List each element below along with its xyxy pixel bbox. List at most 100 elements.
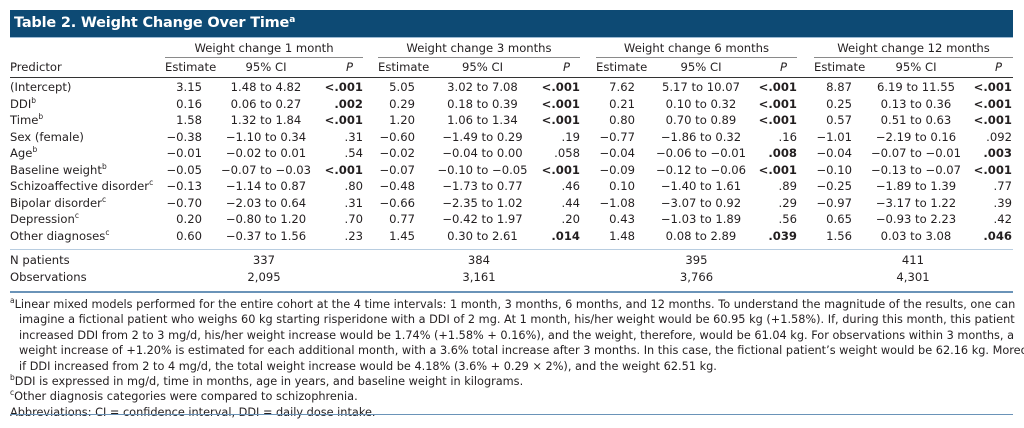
estimate-value: −0.38: [166, 129, 202, 144]
footnote-mark: b: [101, 161, 107, 171]
ci-value: 0.13 to 0.36: [880, 96, 952, 111]
footnotes-bottom-rule: [10, 414, 1013, 415]
footnote-text: increased DDI from 2 to 3 mg/d, his/her …: [19, 328, 1015, 342]
ci-value: 1.48 to 4.82: [230, 80, 302, 94]
ci-header: 95% CI: [680, 60, 722, 74]
ci-value: −0.04 to 0.00: [442, 146, 523, 160]
p-value: .80: [344, 179, 363, 193]
ci-value: 0.30 to 2.61: [447, 228, 518, 243]
gap: [580, 112, 596, 129]
ci-value: 0.10 to 0.32: [665, 96, 737, 111]
p-value: .31: [344, 195, 363, 210]
summary-value: 3,161: [462, 269, 496, 284]
gap: [580, 252, 596, 269]
estimate-value: 0.80: [609, 113, 635, 127]
footnote-text: Linear mixed models performed for the en…: [14, 298, 1016, 311]
estimate-value: −1.01: [816, 129, 852, 144]
p-value: .003: [983, 146, 1012, 160]
estimate-value: −0.04: [599, 146, 635, 160]
estimate-value: 0.29: [389, 96, 415, 111]
summary-value: 411: [901, 253, 925, 267]
predictor-name: (Intercept): [10, 80, 72, 94]
estimate-value: −0.97: [816, 195, 852, 210]
table-summary: N patients 337 384 395 411 Observations 2,095 3…: [10, 252, 1012, 285]
ci-value: −0.07 to −0.01: [870, 146, 962, 160]
p-value: .039: [768, 228, 797, 243]
ci-value: 1.06 to 1.34: [447, 113, 518, 127]
p-value: <.001: [324, 162, 363, 177]
gap: [580, 211, 596, 228]
estimate-value: 0.43: [609, 212, 635, 226]
ci-header: 95% CI: [245, 60, 287, 74]
predictor-label: Ageb: [10, 145, 165, 162]
gap: [363, 79, 378, 96]
estimate-header: Estimate: [165, 60, 217, 74]
p-value: .56: [778, 212, 797, 226]
gap: [797, 79, 814, 96]
footnote-a-line: imagine a fictional patient who weighs 6…: [10, 312, 1015, 327]
estimate-value: 0.10: [609, 179, 635, 193]
p-value: .058: [554, 146, 580, 160]
gap: [797, 228, 814, 245]
gap: [580, 269, 596, 286]
ci-value: −0.93 to 2.23: [875, 212, 957, 226]
p-value: .008: [768, 146, 797, 160]
p-header: P: [780, 60, 787, 74]
summary-value: 2,095: [247, 269, 281, 284]
gap: [797, 195, 814, 212]
gap: [363, 96, 378, 113]
table-title-text: Table 2. Weight Change Over Time: [14, 15, 290, 31]
estimate-header: Estimate: [596, 60, 648, 74]
predictor-name: Sex (female): [10, 129, 84, 144]
gap: [580, 178, 596, 195]
p-value: <.001: [758, 162, 797, 177]
gap: [363, 252, 378, 269]
ci-value: −1.40 to 1.61: [660, 179, 742, 193]
footnote-mark: c: [105, 227, 110, 237]
p-value: .29: [778, 195, 797, 210]
estimate-value: −0.10: [816, 162, 852, 177]
ci-value: 0.03 to 3.08: [880, 228, 952, 243]
footnote-text: if DDI increased from 2 to 4 mg/d, the t…: [19, 359, 717, 373]
estimate-value: 8.87: [826, 80, 852, 94]
predictor-label: DDIb: [10, 96, 165, 113]
p-value: .46: [561, 179, 580, 193]
footnote-mark: b: [31, 95, 37, 105]
predictor-name: Depression: [10, 212, 75, 226]
estimate-header: Estimate: [814, 60, 866, 74]
gap: [797, 211, 814, 228]
estimate-value: −0.13: [166, 179, 202, 193]
predictor-name: Baseline weight: [10, 162, 102, 177]
predictor-name: DDI: [10, 96, 32, 111]
estimate-value: 1.45: [389, 228, 415, 243]
estimate-value: −0.05: [166, 162, 202, 177]
estimate-value: 0.20: [176, 212, 202, 226]
footnote-a-line: if DDI increased from 2 to 4 mg/d, the t…: [10, 359, 1013, 374]
group-header-12-months: Weight change 12 months: [814, 40, 1013, 58]
p-value: .89: [778, 179, 797, 193]
summary-value: 384: [467, 253, 491, 267]
ci-value: 1.32 to 1.84: [230, 113, 302, 127]
ci-value: 5.17 to 10.07: [661, 80, 740, 94]
title-footnote-mark: a: [289, 15, 296, 25]
p-value: <.001: [541, 96, 580, 111]
gap: [363, 195, 378, 212]
footnote-text: weight increase of +1.20% is estimated f…: [19, 344, 1024, 358]
predictor-label: Bipolar disorderc: [10, 195, 165, 212]
ci-value: −2.35 to 1.02: [442, 195, 523, 210]
p-value: <.001: [541, 162, 580, 177]
footnote-mark: c: [101, 194, 107, 204]
p-value: .44: [561, 195, 580, 210]
p-value: .54: [344, 146, 363, 160]
p-header: P: [563, 60, 570, 74]
p-value: <.001: [758, 113, 797, 127]
predictor-name: Time: [10, 113, 39, 127]
estimate-value: −0.60: [379, 129, 415, 144]
p-value: <.001: [973, 113, 1012, 127]
p-value: <.001: [973, 162, 1012, 177]
gap: [580, 195, 596, 212]
p-value: <.001: [324, 113, 363, 127]
estimate-value: 3.15: [176, 80, 202, 94]
estimate-value: 1.20: [389, 113, 415, 127]
estimate-value: 0.77: [389, 212, 415, 226]
